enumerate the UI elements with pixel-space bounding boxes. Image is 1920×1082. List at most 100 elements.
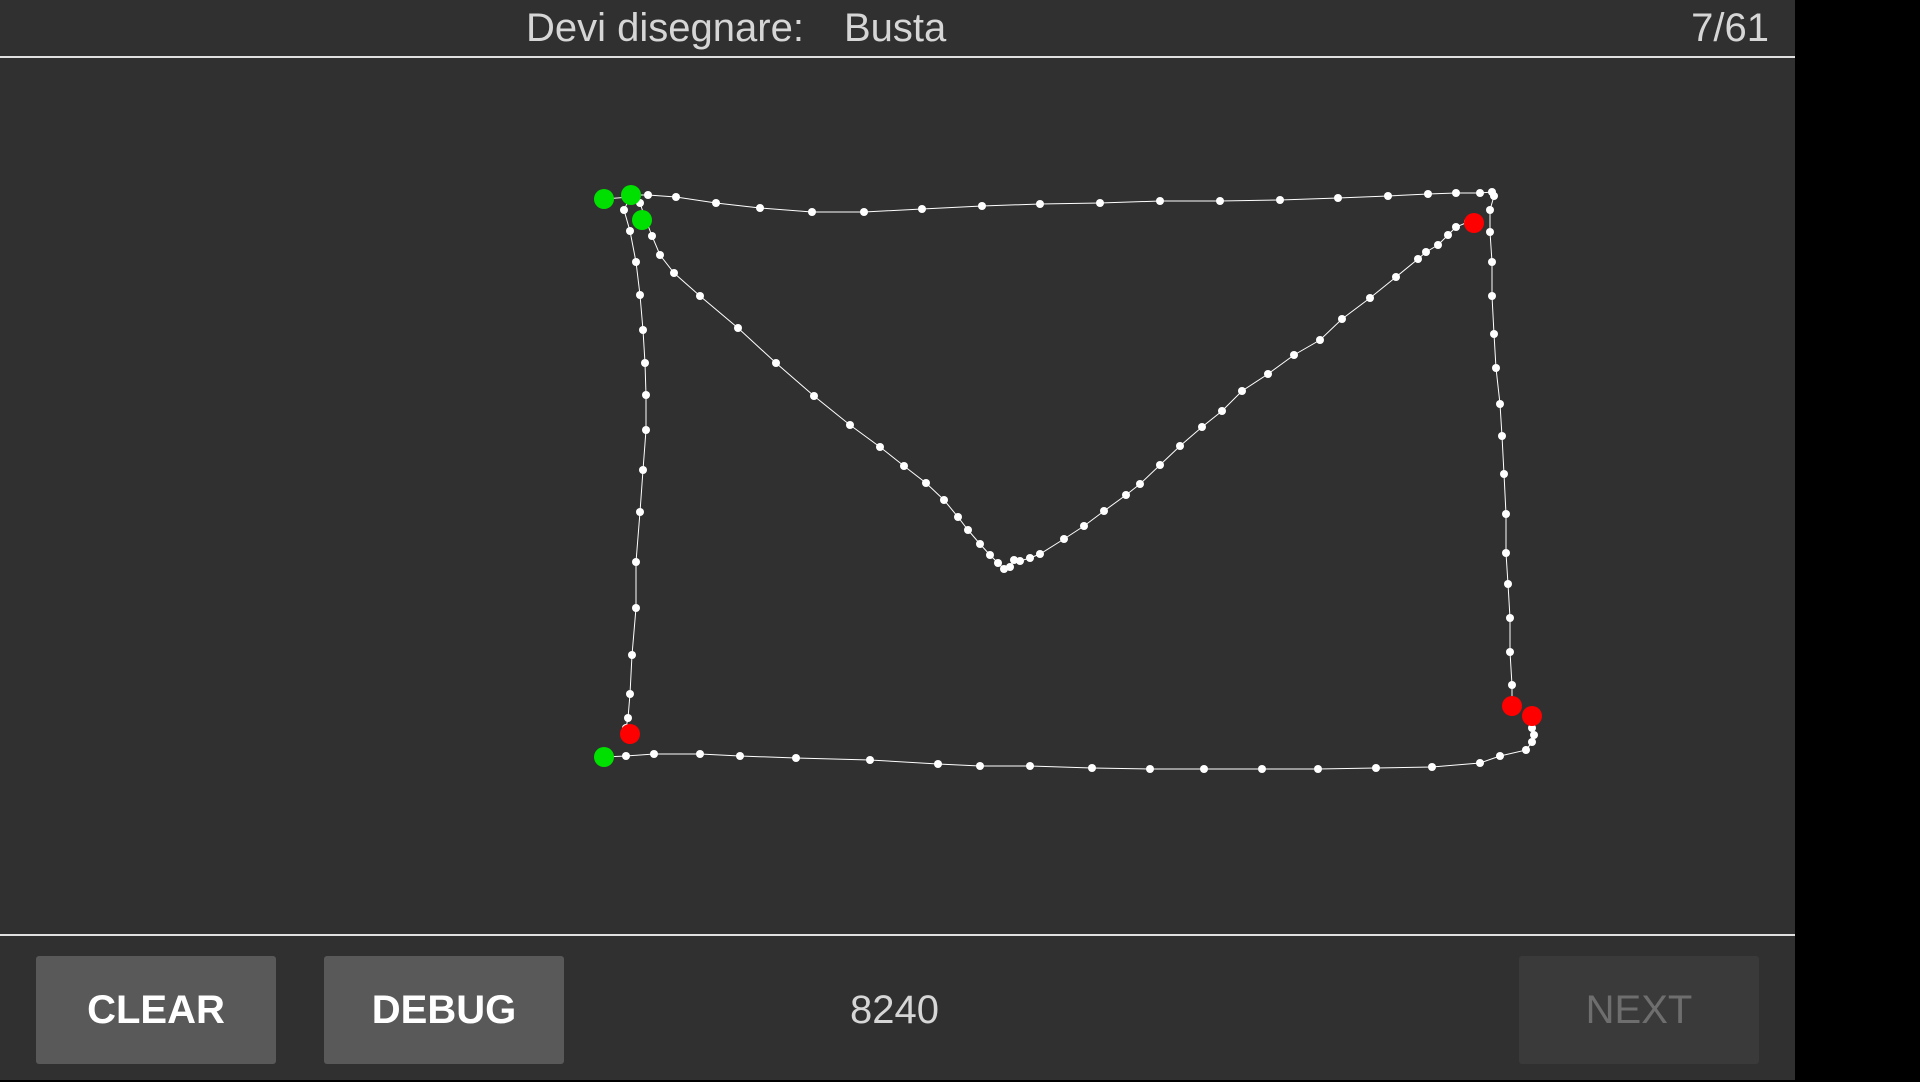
stroke-point [1476, 759, 1484, 767]
clear-button[interactable]: CLEAR [36, 956, 276, 1064]
stroke-point [1258, 765, 1266, 773]
stroke-point [656, 251, 664, 259]
stroke-3 [600, 712, 1538, 773]
stroke-point [648, 232, 656, 240]
stroke-point [696, 292, 704, 300]
stroke-point [641, 359, 649, 367]
stroke-point [1452, 189, 1460, 197]
stroke-point [650, 750, 658, 758]
drawing-surface[interactable] [0, 58, 1795, 934]
stroke-point [1036, 550, 1044, 558]
stroke-point [620, 206, 628, 214]
stroke-point [1338, 315, 1346, 323]
stroke-point [1452, 223, 1460, 231]
stroke-point [1392, 273, 1400, 281]
stroke-point [1100, 507, 1108, 515]
stroke-point [976, 540, 984, 548]
stroke-point [1522, 746, 1530, 754]
stroke-point [846, 421, 854, 429]
stroke-point [1444, 231, 1452, 239]
stroke-point [1488, 258, 1496, 266]
stroke-point [1200, 765, 1208, 773]
stroke-point [696, 750, 704, 758]
stroke-point [1096, 199, 1104, 207]
stroke-start-marker [594, 189, 614, 209]
stroke-end-marker [1502, 696, 1522, 716]
stroke-end-marker [1522, 706, 1542, 726]
stroke-point [808, 208, 816, 216]
stroke-point [954, 513, 962, 521]
stroke-point [1486, 228, 1494, 236]
stroke-point [1506, 614, 1514, 622]
stroke-point [1198, 423, 1206, 431]
progress-counter: 7/61 [1691, 6, 1769, 50]
stroke-point [626, 227, 634, 235]
stroke-point [940, 496, 948, 504]
stroke-point [1428, 763, 1436, 771]
stroke-point [1496, 752, 1504, 760]
stroke-point [1384, 192, 1392, 200]
stroke-point [1146, 765, 1154, 773]
prompt-word: Busta [844, 6, 947, 50]
stroke-line [603, 715, 1535, 770]
stroke-point [1316, 336, 1324, 344]
stroke-point [632, 258, 640, 266]
stroke-point [1176, 442, 1184, 450]
stroke-point [1156, 461, 1164, 469]
stroke-point [1372, 764, 1380, 772]
stroke-start-marker [621, 185, 641, 205]
stroke-2 [620, 191, 650, 738]
stroke-end-marker [620, 724, 640, 744]
stroke-point [1122, 491, 1130, 499]
stroke-line [623, 194, 647, 735]
drawing-canvas[interactable] [0, 58, 1795, 934]
stroke-point [642, 426, 650, 434]
stroke-point [1496, 400, 1504, 408]
header-bar: Devi disegnare: Busta 7/61 [0, 0, 1795, 58]
stroke-point [1498, 432, 1506, 440]
stroke-point [900, 462, 908, 470]
stroke-point [1218, 407, 1226, 415]
stroke-point [672, 193, 680, 201]
stroke-point [1506, 648, 1514, 656]
stroke-point [1504, 580, 1512, 588]
stroke-line [603, 196, 1475, 570]
side-strip [1795, 0, 1920, 1080]
app-window: Devi disegnare: Busta 7/61 CLEAR DEBUG 8… [0, 0, 1795, 1080]
stroke-point [1490, 192, 1498, 200]
stroke-point [810, 392, 818, 400]
stroke-point [866, 756, 874, 764]
stroke-point [964, 526, 972, 534]
stroke-point [860, 208, 868, 216]
stroke-point [772, 359, 780, 367]
stroke-point [994, 559, 1002, 567]
prompt-label: Devi disegnare: [526, 6, 804, 50]
next-button[interactable]: NEXT [1519, 956, 1759, 1064]
stroke-point [1314, 765, 1322, 773]
stroke-point [1508, 681, 1516, 689]
stroke-point [1366, 294, 1374, 302]
stroke-line [631, 191, 1513, 706]
stroke-point [626, 690, 634, 698]
footer-bar: CLEAR DEBUG 8240 NEXT [0, 934, 1795, 1082]
stroke-point [792, 754, 800, 762]
stroke-point [639, 326, 647, 334]
stroke-point [1500, 470, 1508, 478]
stroke-point [1414, 255, 1422, 263]
stroke-point [736, 752, 744, 760]
stroke-point [1490, 330, 1498, 338]
stroke-point [1290, 351, 1298, 359]
stroke-point [1528, 724, 1536, 732]
stroke-point [1502, 510, 1510, 518]
stroke-point [636, 291, 644, 299]
stroke-point [624, 714, 632, 722]
debug-button[interactable]: DEBUG [324, 956, 564, 1064]
stroke-point [1334, 194, 1342, 202]
stroke-point [1264, 370, 1272, 378]
stroke-point [1036, 200, 1044, 208]
stroke-point [1424, 190, 1432, 198]
stroke-point [632, 604, 640, 612]
stroke-start-marker [632, 210, 652, 230]
stroke-point [1088, 764, 1096, 772]
stroke-point [1016, 557, 1024, 565]
